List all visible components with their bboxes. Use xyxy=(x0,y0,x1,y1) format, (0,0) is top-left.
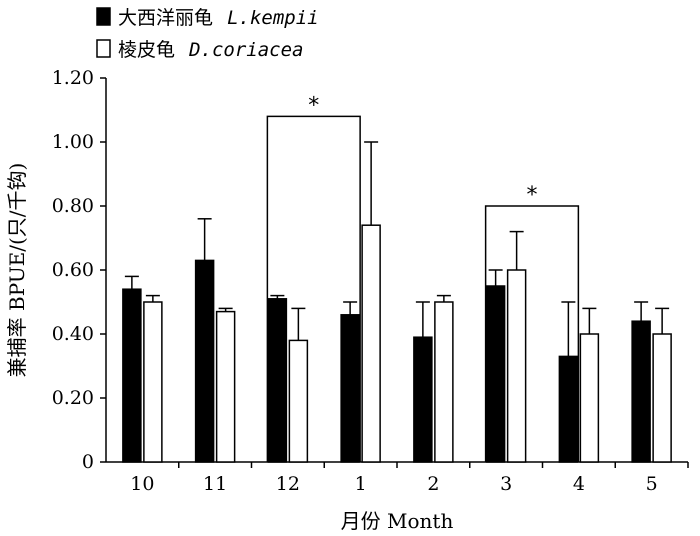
y-tick-label: 0.20 xyxy=(52,387,94,409)
significance-bracket xyxy=(266,115,361,462)
legend-label-series-2: 棱皮龟 D.coriacea xyxy=(118,39,303,61)
legend-swatch-series-1 xyxy=(96,7,111,26)
x-tick-label: 10 xyxy=(130,473,154,495)
y-tick-label: 0.60 xyxy=(52,259,94,281)
bar-series-1-2 xyxy=(413,336,433,463)
y-tick-label: 0 xyxy=(82,451,94,473)
significance-marker: * xyxy=(308,93,319,118)
y-axis-title: 兼捕率 BPUE/(只/千钩) xyxy=(5,163,29,378)
x-axis-title: 月份 Month xyxy=(341,509,454,533)
y-tick-label: 1.00 xyxy=(52,131,94,153)
x-tick-label: 2 xyxy=(427,473,439,495)
bar-series-2-4 xyxy=(579,333,600,463)
bar-series-1-1 xyxy=(340,314,360,463)
bar-series-1-5 xyxy=(631,320,651,463)
bar-series-2-3 xyxy=(506,269,527,463)
bar-series-2-12 xyxy=(288,339,309,463)
bar-series-2-11 xyxy=(215,310,236,463)
bar-series-2-5 xyxy=(652,333,672,463)
x-tick-label: 11 xyxy=(203,473,227,495)
x-tick-label: 1 xyxy=(355,473,367,495)
y-tick-label: 1.20 xyxy=(52,67,94,89)
x-tick-label: 5 xyxy=(646,473,658,495)
legend-swatch-series-2 xyxy=(96,39,111,58)
legend-label-series-1: 大西洋丽龟 L.kempii xyxy=(118,7,319,29)
y-tick-label: 0.80 xyxy=(52,195,94,217)
x-tick-label: 3 xyxy=(500,473,512,495)
significance-annotations: ** xyxy=(266,93,580,462)
legend: 大西洋丽龟 L.kempii 棱皮龟 D.coriacea xyxy=(96,7,319,61)
x-tick-label: 4 xyxy=(573,473,585,495)
significance-bracket xyxy=(484,205,580,462)
y-tick-label: 0.40 xyxy=(52,323,94,345)
bar-series-1-4 xyxy=(558,355,579,463)
x-tick-label: 12 xyxy=(276,473,300,495)
bar-series-1-10 xyxy=(122,288,142,463)
bar-series-2-1 xyxy=(361,224,381,463)
bar-series-2-10 xyxy=(143,301,163,463)
bar-series-1-3 xyxy=(485,285,506,463)
significance-marker: * xyxy=(527,183,538,208)
bars xyxy=(122,141,672,463)
bar-series-2-2 xyxy=(434,301,454,463)
bar-series-1-11 xyxy=(194,259,215,463)
bar-series-1-12 xyxy=(267,298,288,463)
